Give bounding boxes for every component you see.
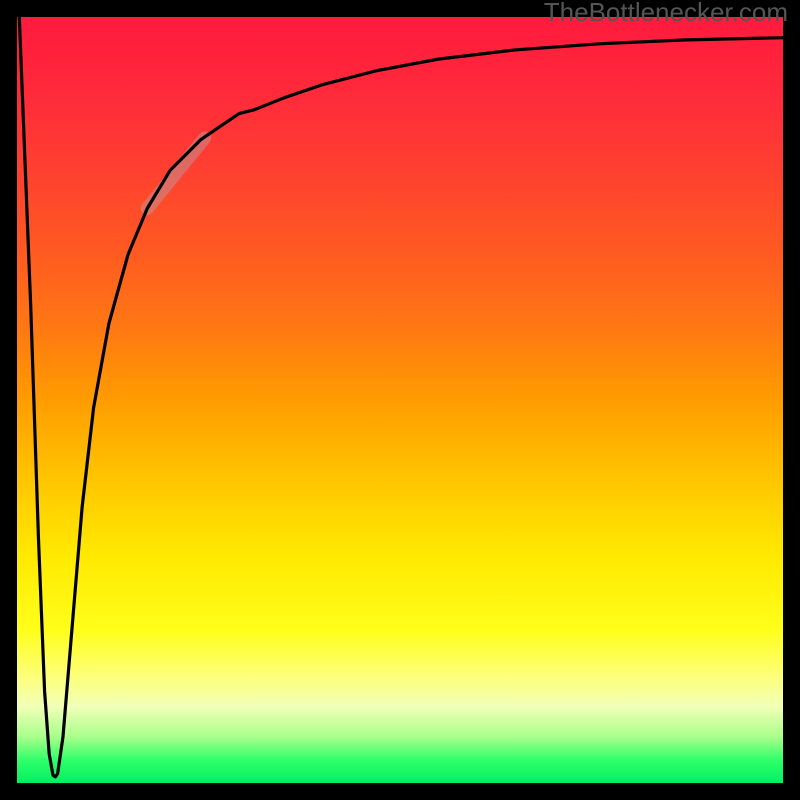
watermark-text: TheBottlenecker.com: [544, 0, 788, 28]
curve-highlight: [147, 138, 204, 208]
plot-area: [17, 17, 783, 783]
plot-overlay: [17, 17, 783, 783]
curve-main: [19, 17, 783, 777]
stage: TheBottlenecker.com: [0, 0, 800, 800]
